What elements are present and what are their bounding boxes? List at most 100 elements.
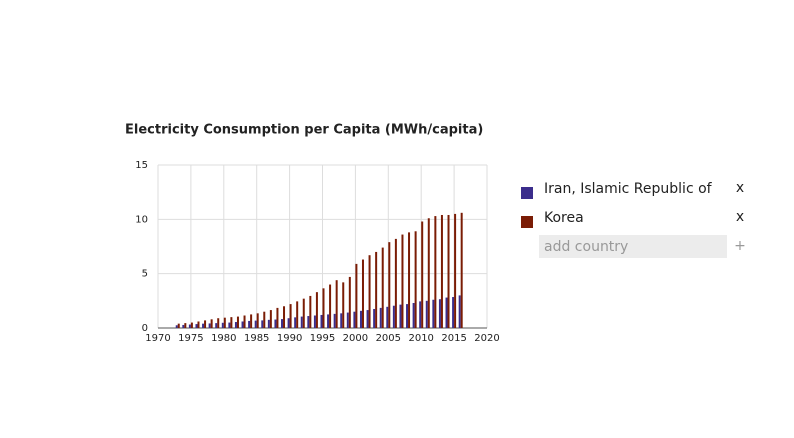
bar: [248, 320, 251, 328]
bar: [406, 304, 409, 328]
x-tick-label: 1970: [145, 333, 170, 344]
bar: [274, 319, 277, 328]
bar: [355, 263, 358, 328]
bar: [359, 310, 362, 328]
bar: [392, 305, 395, 328]
bar: [394, 238, 397, 328]
bar: [236, 316, 239, 328]
bar: [208, 323, 211, 328]
bar: [281, 319, 284, 328]
bar: [335, 280, 338, 328]
bar: [399, 304, 402, 328]
bar: [452, 297, 455, 328]
bar: [342, 282, 345, 328]
bar: [427, 218, 430, 328]
bar: [458, 295, 461, 328]
bar: [250, 314, 253, 328]
bar: [276, 307, 279, 328]
bar: [366, 310, 369, 328]
bar: [215, 323, 218, 328]
bar: [322, 288, 325, 328]
bar: [210, 319, 213, 328]
bar: [445, 297, 448, 328]
add-button[interactable]: +: [734, 238, 746, 254]
bar: [188, 324, 191, 328]
bar: [320, 314, 323, 328]
bar: [353, 311, 356, 328]
bar: [197, 321, 200, 328]
y-tick-label: 15: [135, 160, 148, 171]
bar: [190, 322, 193, 328]
bar: [434, 216, 437, 328]
x-tick-label: 1980: [211, 333, 236, 344]
x-tick-label: 1990: [277, 333, 302, 344]
bar: [401, 234, 404, 328]
legend-swatch: [521, 216, 533, 228]
bar: [204, 320, 207, 328]
bar: [287, 318, 290, 328]
x-tick-label: 2015: [441, 333, 466, 344]
bar: [289, 304, 292, 328]
add-country-placeholder[interactable]: add country: [544, 239, 628, 255]
bar: [228, 322, 231, 328]
x-tick-label: 2010: [408, 333, 433, 344]
bar: [412, 303, 415, 328]
bar: [425, 300, 428, 328]
bar: [373, 308, 376, 328]
bar: [177, 323, 180, 328]
bar: [421, 221, 424, 328]
bar: [302, 298, 305, 328]
bar: [307, 316, 310, 328]
bar: [361, 259, 364, 328]
bar: [386, 306, 389, 328]
bar: [300, 316, 303, 328]
bar: [419, 301, 422, 328]
bar: [388, 242, 391, 328]
bar: [340, 313, 343, 328]
remove-button[interactable]: x: [736, 180, 744, 196]
x-tick-label: 2020: [474, 333, 499, 344]
bar: [294, 317, 297, 328]
bar: [269, 310, 272, 328]
bar: [375, 251, 378, 328]
bar: [460, 212, 463, 328]
bar: [263, 311, 266, 328]
legend-label: Korea: [544, 210, 584, 226]
remove-button[interactable]: x: [736, 209, 744, 225]
y-tick-label: 0: [142, 323, 148, 334]
x-tick-label: 1975: [178, 333, 203, 344]
bar: [440, 214, 443, 328]
bar: [217, 318, 220, 328]
bar: [267, 319, 270, 328]
bar: [175, 325, 178, 328]
bar: [230, 317, 233, 328]
x-tick-label: 2000: [343, 333, 368, 344]
bar: [241, 321, 244, 328]
bar: [432, 299, 435, 328]
legend-swatch: [521, 187, 533, 199]
x-tick-label: 1995: [310, 333, 335, 344]
bar: [438, 299, 441, 328]
x-tick-label: 2005: [376, 333, 401, 344]
add-country-input[interactable]: [539, 235, 727, 258]
bar: [313, 315, 316, 328]
bar: [202, 323, 205, 328]
bar: [447, 214, 450, 328]
bar: [256, 313, 259, 328]
bar: [315, 292, 318, 328]
bar: [346, 312, 349, 328]
bar: [195, 324, 198, 328]
bar: [243, 315, 246, 328]
bar: [254, 320, 257, 328]
bar: [221, 322, 224, 328]
bar: [296, 301, 299, 328]
bar: [414, 231, 417, 328]
bar: [234, 322, 237, 328]
bar: [379, 307, 382, 328]
bar: [327, 314, 330, 328]
bar: [309, 295, 312, 328]
y-tick-label: 5: [142, 269, 148, 280]
bar: [184, 323, 187, 328]
x-tick-label: 1985: [244, 333, 269, 344]
